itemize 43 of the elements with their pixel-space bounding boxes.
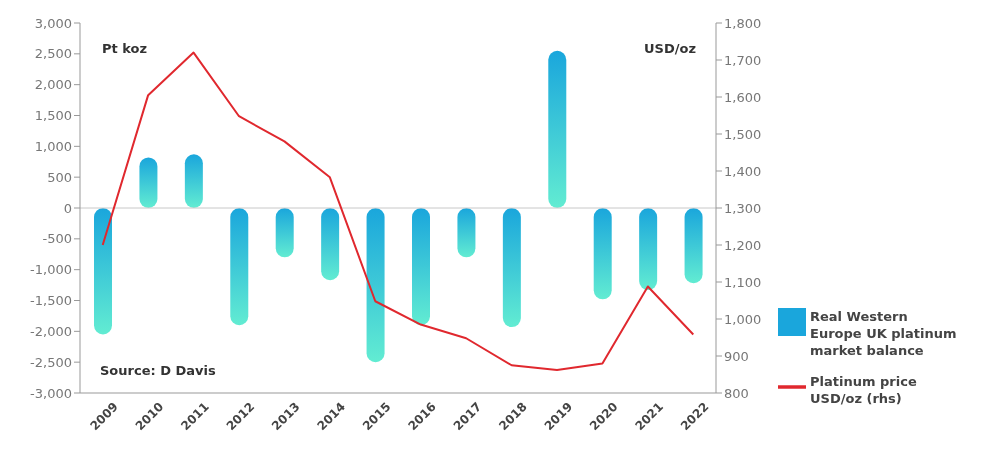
y-tick-label: 2,500 (34, 46, 72, 62)
bar (184, 154, 203, 208)
y-tick-label: -1,000 (30, 262, 72, 278)
bar (366, 208, 385, 363)
legend-label: Real Western Europe UK platinum market balance (810, 308, 958, 359)
bar (593, 208, 612, 300)
y-tick-label: 0 (63, 200, 72, 216)
y-tick-label: -500 (42, 231, 72, 247)
y2-tick-label: 1,400 (724, 163, 762, 179)
legend-label: Platinum price USD/oz (rhs) (810, 373, 918, 407)
y-tick-label: 1,000 (34, 138, 72, 154)
bar (639, 208, 658, 291)
bar (230, 208, 249, 326)
y2-tick-label: 1,200 (724, 237, 762, 253)
y2-tick-label: 1,300 (724, 200, 762, 216)
y-tick-label: -1,500 (30, 293, 72, 309)
bar (502, 208, 521, 328)
bar (275, 208, 294, 258)
bar (139, 157, 158, 208)
y-tick-label: -3,000 (30, 385, 72, 401)
y-tick-label: -2,500 (30, 354, 72, 370)
bar (457, 208, 476, 258)
bar (412, 208, 430, 326)
y-axis-title: Pt koz (102, 41, 148, 56)
y2-tick-label: 900 (724, 348, 749, 364)
y2-tick-label: 1,000 (724, 311, 762, 327)
y2-axis-title: USD/oz (644, 41, 696, 56)
y2-tick-label: 1,700 (724, 52, 762, 68)
y2-tick-label: 1,100 (724, 274, 762, 290)
bar (548, 50, 567, 208)
y-tick-label: 2,000 (34, 77, 72, 93)
y2-tick-label: 1,600 (724, 89, 762, 105)
y2-tick-label: 800 (724, 385, 749, 401)
y-tick-label: 1,500 (34, 108, 72, 124)
bar (94, 208, 112, 335)
y2-tick-label: 1,500 (724, 126, 762, 142)
bar (684, 208, 703, 284)
bar (321, 208, 340, 281)
annotation: Source: D Davis (100, 363, 216, 378)
y-tick-label: 3,000 (34, 15, 72, 31)
y2-tick-label: 1,800 (724, 15, 762, 31)
y-tick-label: 500 (47, 169, 72, 185)
y-tick-label: -2,000 (30, 323, 72, 339)
